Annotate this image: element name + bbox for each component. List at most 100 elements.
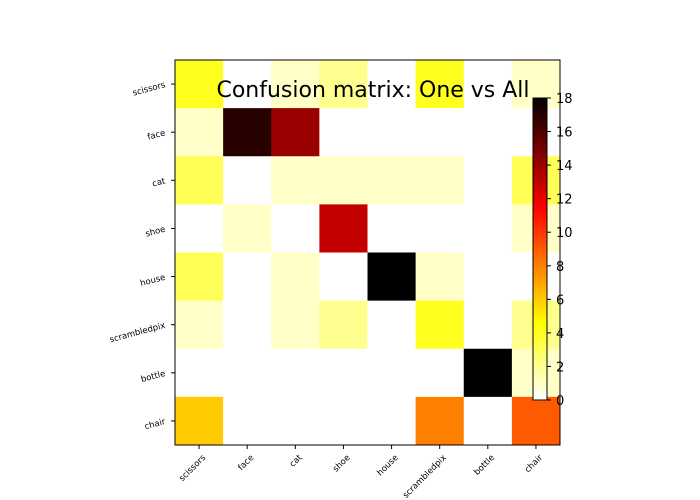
colorbar-tick-label: 14 [556,159,573,174]
y-tick-label: chair [144,417,167,432]
y-tick-label: cat [151,176,167,189]
colorbar-segment [533,183,547,187]
heatmap-cell [415,204,465,253]
colorbar-segment [533,339,547,343]
heatmap-cell [415,156,465,205]
colorbar-frame [532,97,548,401]
colorbar-segment [533,352,547,356]
heatmap-cell [319,300,368,350]
colorbar-segment [533,163,547,167]
colorbar-segment [533,329,547,333]
heatmap-cell [223,348,272,398]
y-tick-label: house [139,273,166,289]
x-tick-label: scrambledpix [401,453,449,500]
heatmap-cell [319,108,368,157]
colorbar-segment [533,118,547,122]
colorbar-segment [533,188,547,192]
x-tick-label: shoe [331,453,352,474]
heatmap-cell [223,396,272,446]
colorbar-segment [533,359,547,363]
colorbar-segment [533,349,547,353]
heatmap-cell [319,348,368,398]
colorbar-segment [533,155,547,159]
heatmap-cell [415,60,465,109]
colorbar-segment [533,123,547,127]
colorbar-segment [533,130,547,134]
heatmap-cell [367,156,417,205]
y-tick-label: scissors [132,80,167,98]
y-tick-label: scrambledpix [109,321,167,345]
colorbar-segment [533,233,547,238]
colorbar-segment [533,279,547,283]
plot-frame [174,59,561,446]
colorbar-segment [533,196,547,200]
colorbar-segment [533,384,547,389]
heatmap-cell [319,60,368,109]
colorbar-segment [533,246,547,250]
colorbar-segment [533,198,547,202]
colorbar-segment [533,221,547,225]
colorbar-segment [533,135,547,139]
colorbar-tick-label: 0 [556,394,564,409]
colorbar-segment [533,374,547,378]
colorbar-segment [533,291,547,295]
colorbar-tick-label: 4 [556,327,564,342]
colorbar-segment [533,259,547,263]
heatmap-cell [271,396,320,446]
heatmap-cell [415,396,465,446]
x-tick-label: cat [288,453,305,470]
colorbar-tick-label: 12 [556,193,573,208]
heatmap-cell [463,108,513,157]
colorbar-segment [533,128,547,132]
colorbar-segment [533,314,547,318]
colorbar-segment [533,181,547,185]
heatmap-cell [367,300,417,350]
colorbar-segment [533,243,547,248]
colorbar-tick-label: 10 [556,226,573,241]
colorbar-segment [533,269,547,273]
colorbar-segment [533,223,547,227]
heatmap-cell [463,252,513,302]
heatmap-cell [271,252,320,302]
x-tick-label: bottle [472,453,497,478]
colorbar-segment [533,160,547,165]
colorbar-segment [533,362,547,366]
colorbar-segment [533,299,547,303]
colorbar-segment [533,256,547,260]
heatmap-cell [319,396,368,446]
heatmap-cell [511,396,561,446]
heatmap-cell [223,252,272,302]
colorbar-segment [533,367,547,371]
colorbar-segment [533,337,547,341]
colorbar-segment [533,249,547,253]
colorbar-segment [533,103,547,107]
heatmap-cell [271,60,320,109]
colorbar-segment [533,176,547,180]
x-axis-ticks: scissors face cat shoe house scrambledpix bott… [177,445,545,500]
chart-title: Confusion matrix: One vs All [216,78,529,103]
heatmap-cell [271,108,320,157]
colorbar-segment [533,281,547,285]
heatmap-cell [367,348,417,398]
heatmap-cell [175,60,224,109]
colorbar-segment [533,332,547,336]
heatmap-cell [367,204,417,253]
colorbar-segment [533,357,547,361]
colorbar: 0 2 4 6 8 10 12 14 16 18 [532,92,573,409]
colorbar-segment [533,342,547,346]
heatmap-cell [415,300,465,350]
colorbar-segment [533,266,547,270]
heatmap-cell [271,348,320,398]
colorbar-segment [533,394,547,399]
heatmap-cell [415,348,465,398]
colorbar-segment [533,286,547,290]
colorbar-segment [533,327,547,331]
colorbar-segment [533,140,547,144]
heatmap-cell [271,204,320,253]
colorbar-segment [533,208,547,212]
heatmap-cell [175,300,224,350]
colorbar-segment [533,238,547,243]
colorbar-segment [533,218,547,222]
colorbar-segment [533,98,547,102]
colorbar-segment [533,173,547,177]
